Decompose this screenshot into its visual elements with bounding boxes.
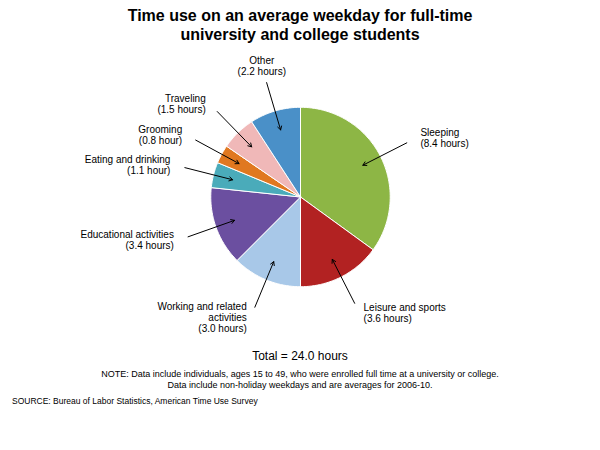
html-text:NOTE: Data include individuals: NOTE: Data include individuals, ages 15 …: [101, 369, 499, 390]
svg-text:Grooming(0.8 hour): Grooming(0.8 hour): [138, 124, 182, 146]
html-text:Time use on an average weekday: Time use on an average weekday for full-…: [127, 7, 473, 43]
svg-text:Educational activities(3.4 hou: Educational activities(3.4 hours): [80, 229, 173, 251]
html-text:SOURCE: Bureau of Labor Statis: SOURCE: Bureau of Labor Statistics, Amer…: [12, 396, 258, 406]
svg-text:Eating and drinking(1.1 hour): Eating and drinking(1.1 hour): [85, 154, 171, 176]
html-text:Total = 24.0 hours: Total = 24.0 hours: [252, 349, 348, 363]
svg-text:Traveling(1.5 hours): Traveling(1.5 hours): [157, 93, 205, 115]
svg-text:Sleeping(8.4 hours): Sleeping(8.4 hours): [420, 127, 468, 149]
svg-text:Working and relatedactivities(: Working and relatedactivities(3.0 hours): [157, 301, 246, 334]
svg-text:Other(2.2 hours): Other(2.2 hours): [238, 55, 286, 77]
svg-text:Leisure and sports(3.6 hours): Leisure and sports(3.6 hours): [364, 302, 446, 324]
